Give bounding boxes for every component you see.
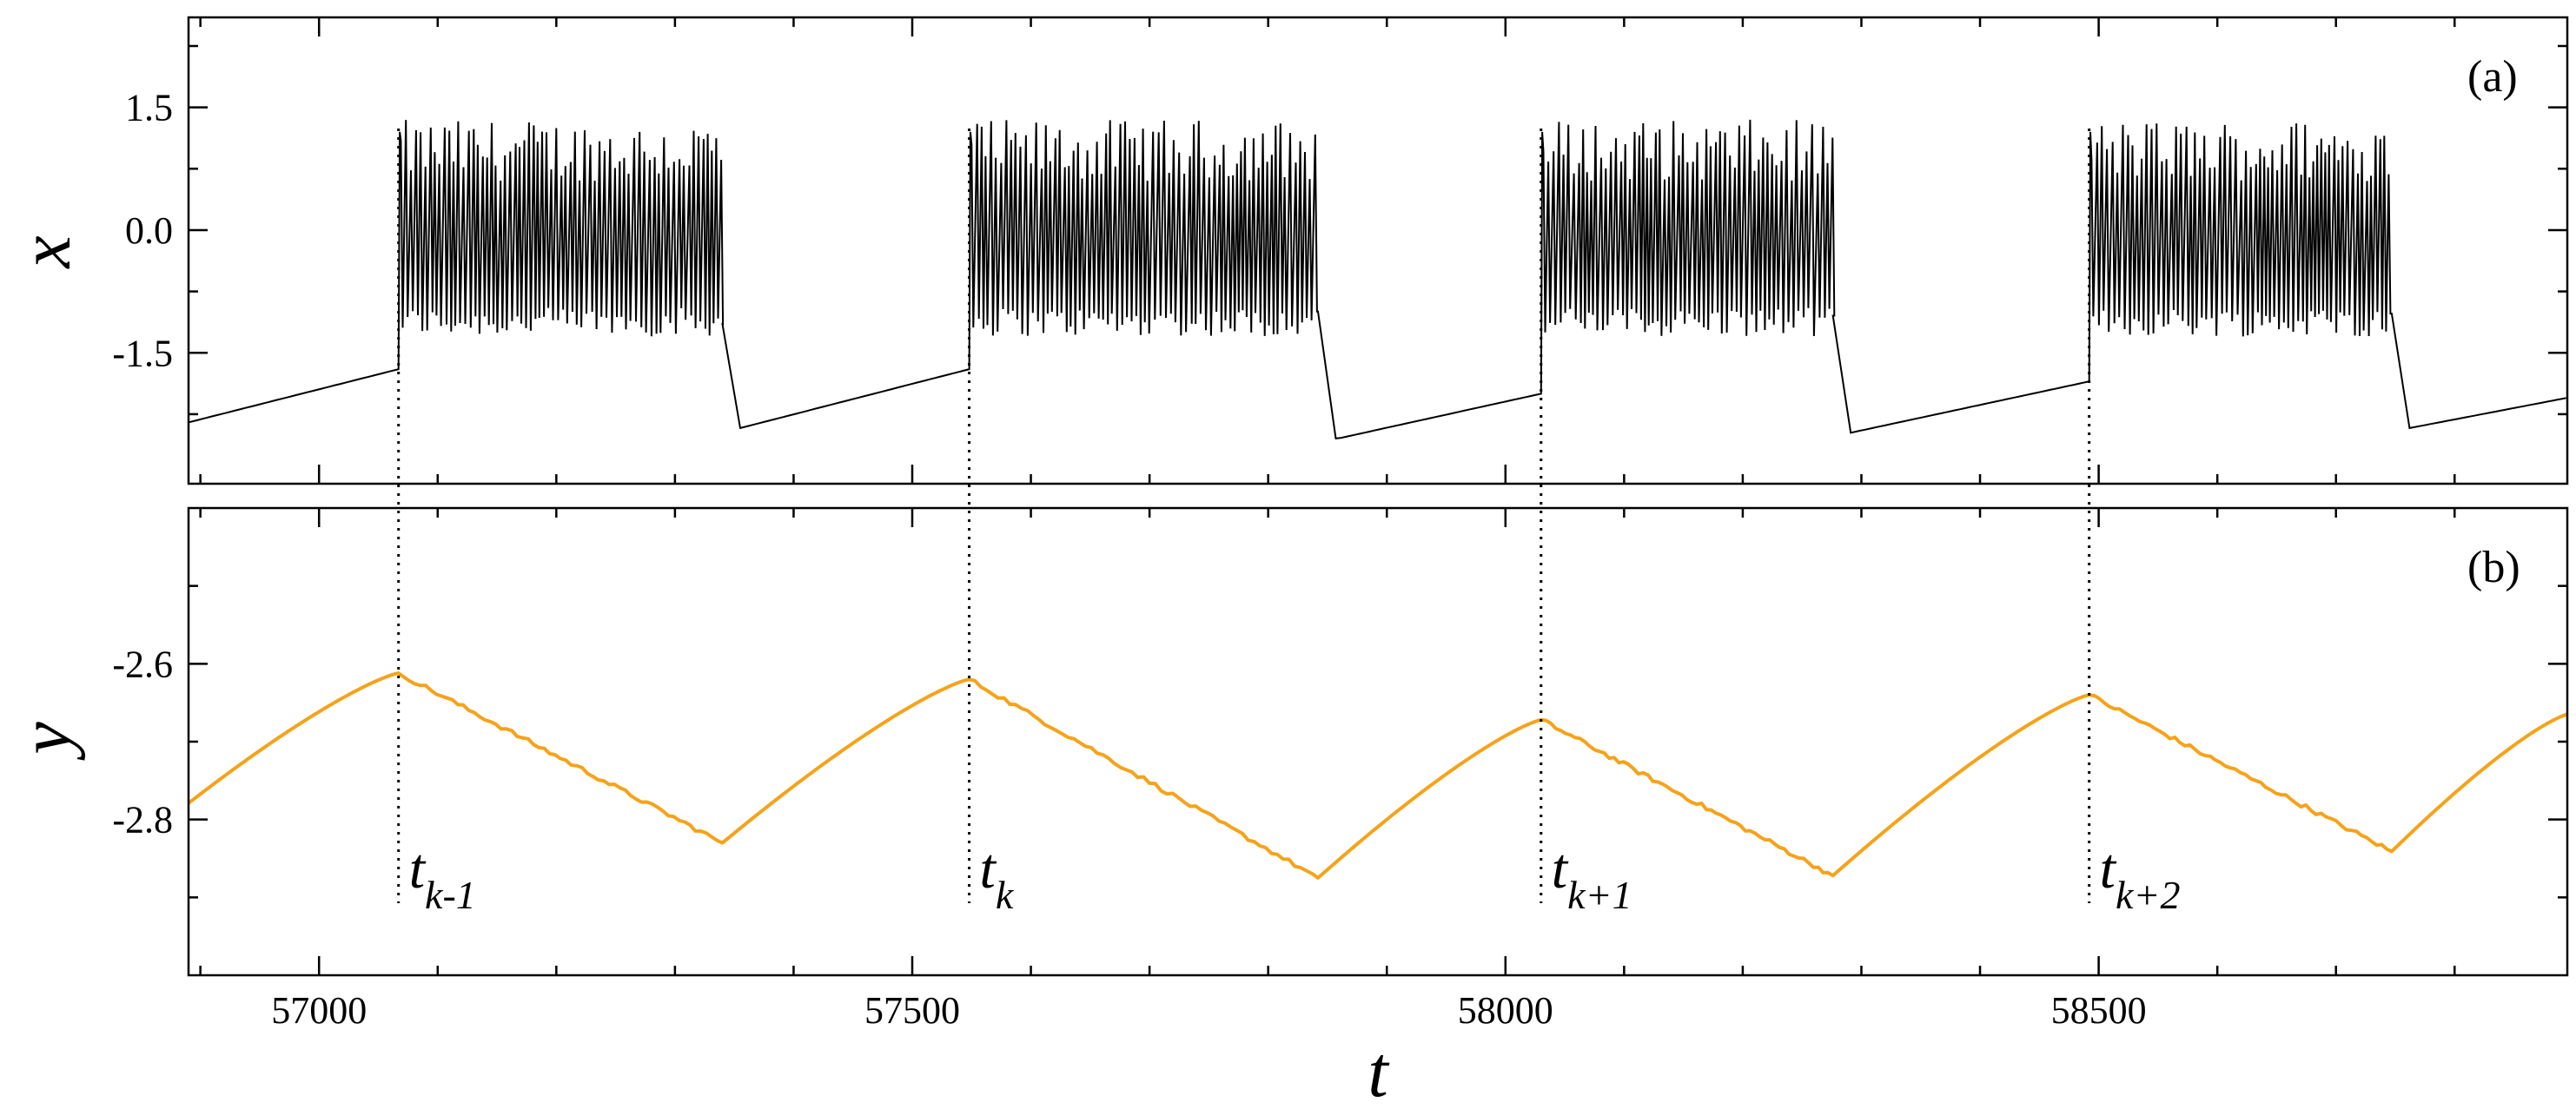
panel-b-label: (b) xyxy=(2467,543,2520,592)
panel-a-ytick-label: 0.0 xyxy=(125,209,173,252)
panel-a-ticks: -1.5 0.0 1.5 xyxy=(112,17,2567,484)
panel-b-frame xyxy=(187,506,2569,977)
y-signal-series xyxy=(187,671,2568,880)
event-label: tk xyxy=(980,837,1015,917)
y-signal-line xyxy=(187,671,2568,880)
event-label-base: t xyxy=(409,837,427,901)
x-signal-series xyxy=(188,119,2566,439)
panel-b-xlabel: t xyxy=(1367,1032,1390,1109)
event-label-base: t xyxy=(1552,837,1569,901)
panel-b-ylabel: y xyxy=(5,722,86,762)
event-label-base: t xyxy=(980,837,997,901)
event-label: tk-1 xyxy=(409,837,476,917)
event-label: tk+2 xyxy=(2100,837,2181,917)
panel-b-xtick-label: 58000 xyxy=(1458,989,1553,1032)
panel-b: -2.6 -2.8 57000 57500 58000 58500 y (b) t xyxy=(5,506,2569,1109)
panel-b-xtick-label: 58500 xyxy=(2051,989,2147,1032)
panel-a-ytick-label: -1.5 xyxy=(112,332,173,374)
panel-a-ytick-label: 1.5 xyxy=(125,87,173,129)
panel-a-frame xyxy=(187,16,2569,485)
x-signal-line xyxy=(188,119,2566,439)
panel-b-xtick-label: 57500 xyxy=(864,989,960,1032)
event-label-subscript: k+2 xyxy=(2116,873,2180,917)
event-markers: tk-1 tk tk+1 tk+2 xyxy=(397,129,2181,917)
panel-b-ticks: -2.6 -2.8 57000 57500 58000 58500 xyxy=(112,508,2567,1032)
panel-a-ylabel: x xyxy=(5,235,86,269)
panel-b-ytick-label: -2.8 xyxy=(112,799,173,842)
panel-b-xtick-label: 57000 xyxy=(271,989,367,1032)
event-label-subscript: k-1 xyxy=(425,873,476,917)
panel-b-ytick-label: -2.6 xyxy=(112,643,173,685)
panel-a-label: (a) xyxy=(2467,52,2518,102)
event-label-subscript: k xyxy=(996,873,1015,917)
panel-a: -1.5 0.0 1.5 x (a) xyxy=(5,16,2569,485)
event-label: tk+1 xyxy=(1552,837,1632,917)
event-label-base: t xyxy=(2100,837,2117,901)
event-label-subscript: k+1 xyxy=(1567,873,1632,917)
